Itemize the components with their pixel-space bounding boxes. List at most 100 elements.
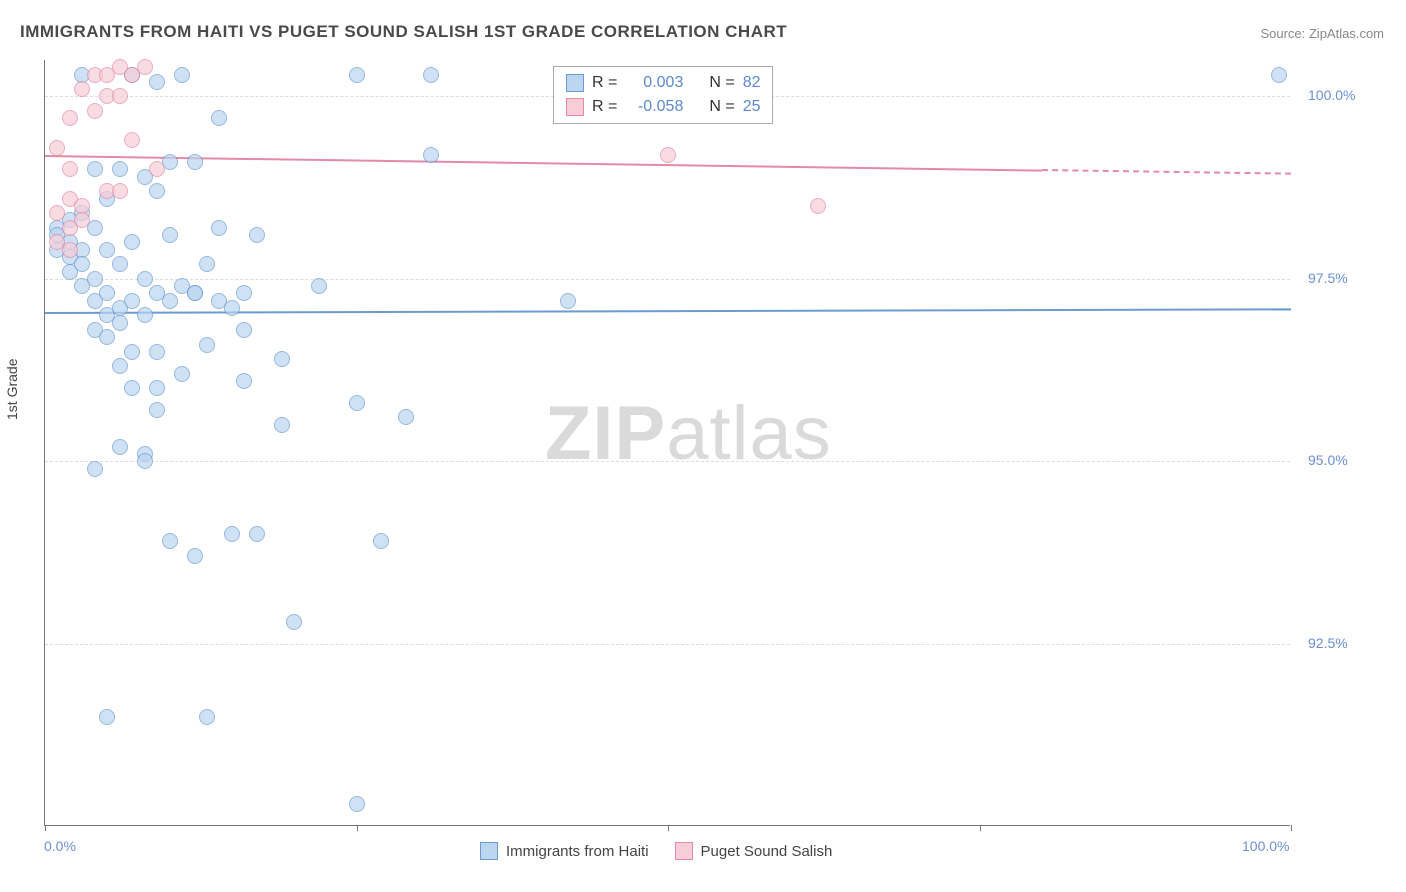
legend-swatch: [566, 98, 584, 116]
data-point: [74, 256, 90, 272]
x-tick: [45, 825, 46, 831]
legend-r-value: -0.058: [625, 98, 683, 116]
data-point: [149, 344, 165, 360]
data-point: [249, 227, 265, 243]
data-point: [423, 147, 439, 163]
gridline: [45, 461, 1290, 462]
data-point: [174, 67, 190, 83]
x-axis-label-right: 100.0%: [1242, 838, 1289, 854]
legend-r-label: R =: [592, 74, 617, 92]
legend-label: Puget Sound Salish: [701, 843, 833, 860]
data-point: [162, 227, 178, 243]
data-point: [311, 278, 327, 294]
legend-n-label: N =: [709, 74, 734, 92]
data-point: [149, 161, 165, 177]
data-point: [112, 183, 128, 199]
data-point: [124, 234, 140, 250]
data-point: [349, 67, 365, 83]
legend-bottom: Immigrants from Haiti Puget Sound Salish: [480, 842, 832, 860]
y-tick-label: 92.5%: [1308, 635, 1348, 651]
data-point: [199, 709, 215, 725]
x-tick: [1291, 825, 1292, 831]
data-point: [137, 307, 153, 323]
scatter-plot-area: ZIPatlas R =0.003N =82R =-0.058N =25: [44, 60, 1290, 826]
data-point: [112, 358, 128, 374]
data-point: [124, 380, 140, 396]
x-tick: [668, 825, 669, 831]
legend-swatch: [480, 842, 498, 860]
data-point: [87, 161, 103, 177]
data-point: [187, 154, 203, 170]
data-point: [99, 329, 115, 345]
data-point: [74, 81, 90, 97]
data-point: [112, 439, 128, 455]
data-point: [137, 271, 153, 287]
source-attribution: Source: ZipAtlas.com: [1260, 26, 1384, 41]
data-point: [187, 548, 203, 564]
data-point: [62, 161, 78, 177]
data-point: [162, 533, 178, 549]
regression-line: [1042, 169, 1291, 175]
watermark-bold: ZIP: [545, 391, 666, 476]
data-point: [124, 132, 140, 148]
data-point: [349, 796, 365, 812]
data-point: [124, 344, 140, 360]
data-point: [124, 293, 140, 309]
data-point: [349, 395, 365, 411]
data-point: [87, 271, 103, 287]
data-point: [99, 242, 115, 258]
x-axis-label-left: 0.0%: [44, 838, 76, 854]
data-point: [236, 285, 252, 301]
legend-row: R =0.003N =82: [566, 71, 760, 95]
data-point: [49, 140, 65, 156]
legend-correlation: R =0.003N =82R =-0.058N =25: [553, 66, 773, 124]
data-point: [249, 526, 265, 542]
data-point: [112, 88, 128, 104]
data-point: [137, 453, 153, 469]
y-axis-label: 1st Grade: [4, 359, 20, 420]
data-point: [274, 417, 290, 433]
data-point: [810, 198, 826, 214]
data-point: [560, 293, 576, 309]
data-point: [149, 380, 165, 396]
data-point: [49, 205, 65, 221]
data-point: [112, 161, 128, 177]
y-tick-label: 95.0%: [1308, 452, 1348, 468]
x-tick: [357, 825, 358, 831]
legend-label: Immigrants from Haiti: [506, 843, 649, 860]
data-point: [99, 709, 115, 725]
data-point: [149, 402, 165, 418]
gridline: [45, 279, 1290, 280]
data-point: [199, 337, 215, 353]
legend-item: Puget Sound Salish: [675, 842, 833, 860]
data-point: [62, 242, 78, 258]
y-tick-label: 100.0%: [1308, 87, 1355, 103]
data-point: [87, 461, 103, 477]
data-point: [236, 373, 252, 389]
data-point: [112, 315, 128, 331]
data-point: [187, 285, 203, 301]
legend-n-value: 25: [743, 98, 761, 116]
data-point: [398, 409, 414, 425]
data-point: [74, 212, 90, 228]
data-point: [174, 366, 190, 382]
data-point: [87, 103, 103, 119]
chart-title: IMMIGRANTS FROM HAITI VS PUGET SOUND SAL…: [20, 22, 787, 42]
legend-swatch: [675, 842, 693, 860]
data-point: [373, 533, 389, 549]
legend-n-label: N =: [709, 98, 734, 116]
data-point: [224, 526, 240, 542]
legend-r-label: R =: [592, 98, 617, 116]
data-point: [1271, 67, 1287, 83]
y-tick-label: 97.5%: [1308, 270, 1348, 286]
data-point: [274, 351, 290, 367]
legend-swatch: [566, 74, 584, 92]
data-point: [137, 59, 153, 75]
legend-item: Immigrants from Haiti: [480, 842, 649, 860]
data-point: [211, 110, 227, 126]
data-point: [211, 220, 227, 236]
data-point: [149, 183, 165, 199]
data-point: [99, 285, 115, 301]
data-point: [162, 293, 178, 309]
data-point: [112, 256, 128, 272]
